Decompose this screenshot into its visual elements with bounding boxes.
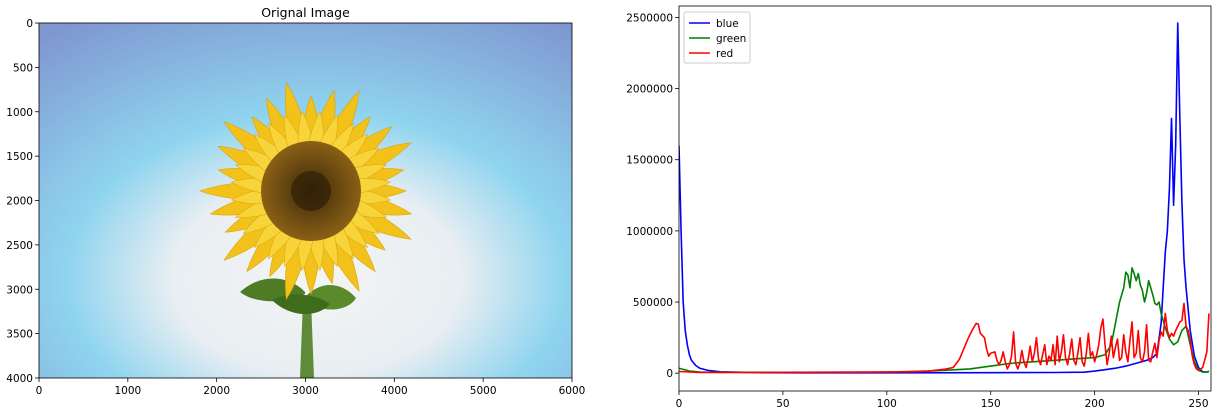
image-x-tick-label: 2000 [203,385,230,397]
legend-label-green: green [716,33,746,45]
image-x-tick-label: 6000 [559,385,586,397]
image-x-ticks: 0 1000 2000 3000 4000 5000 6000 [36,378,586,397]
histogram-x-tick-label: 150 [981,398,1001,410]
histogram-y-tick-label: 0 [666,368,673,380]
image-panel: Orignal Image 0 1000 2000 3000 4000 5000 6000 … [6,5,585,397]
histogram-x-tick-label: 0 [676,398,683,410]
histogram-y-tick-label: 1500000 [626,155,673,167]
image-y-tick-label: 2500 [6,240,33,252]
image-x-tick-label: 0 [36,385,43,397]
sunflower-image [39,23,572,378]
histogram-y-ticks: 0 500000 1000000 1500000 2000000 2500000 [626,12,679,380]
image-x-tick-label: 4000 [381,385,408,397]
image-y-tick-label: 0 [26,18,33,30]
histogram-y-tick-label: 500000 [633,297,673,309]
stem [300,300,314,378]
image-y-tick-label: 4000 [6,373,33,385]
histogram-frame [678,5,1212,392]
histogram-y-tick-label: 2500000 [626,12,673,24]
histogram-x-tick-label: 100 [877,398,897,410]
legend: blue green red [683,11,751,64]
histogram-x-ticks: 0 50 100 150 200 250 [676,391,1209,410]
image-y-ticks: 0 500 1000 1500 2000 2500 3000 3500 4000 [6,18,39,385]
legend-label-red: red [716,48,733,60]
histogram-x-tick-label: 250 [1189,398,1209,410]
histogram-x-tick-label: 50 [776,398,789,410]
legend-label-blue: blue [716,18,739,30]
image-x-tick-label: 3000 [292,385,319,397]
image-y-tick-label: 2000 [6,196,33,208]
series-line-blue [679,22,1210,374]
histogram-y-tick-label: 1000000 [626,226,673,238]
image-y-tick-label: 1500 [6,151,33,163]
series-line-green [679,267,1209,374]
image-y-tick-label: 500 [13,62,33,74]
image-x-tick-label: 5000 [470,385,497,397]
image-y-tick-label: 3000 [6,284,33,296]
histogram-panel: 0 50 100 150 200 250 0 500000 1000000 1500000 200… [626,5,1212,410]
series-line-red [679,302,1210,374]
histogram-x-tick-label: 200 [1085,398,1105,410]
histogram-y-tick-label: 2000000 [626,84,673,96]
histogram-lines [679,22,1210,374]
legend-box [683,11,751,64]
flower-disc-center [291,171,331,211]
image-x-tick-label: 1000 [114,385,141,397]
image-y-tick-label: 1000 [6,107,33,119]
image-title: Orignal Image [261,5,350,20]
image-y-tick-label: 3500 [6,329,33,341]
